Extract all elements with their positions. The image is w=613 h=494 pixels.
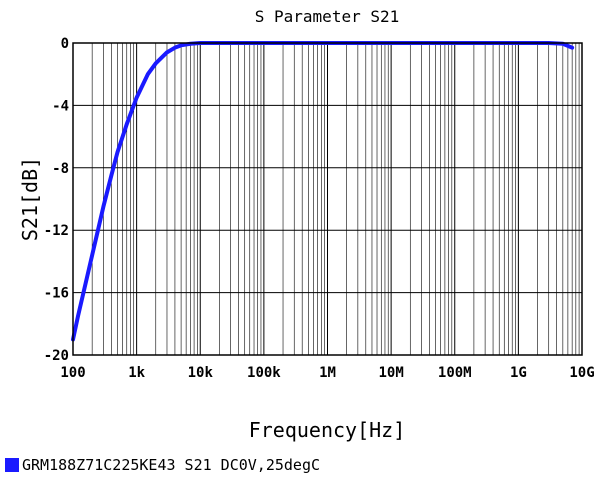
minor-grid [91,43,580,355]
y-tick-label: -4 [52,98,69,114]
x-tick-label: 100k [247,365,281,381]
y-tick-label: -20 [44,348,69,364]
x-tick-labels: 100 1k 10k 100k 1M 10M 100M 1G 10G [60,365,594,381]
y-axis-label: S21[dB] [18,157,42,241]
x-tick-label: 10G [569,365,594,381]
x-axis-label: Frequency[Hz] [249,418,406,442]
x-tick-label: 10M [378,365,403,381]
x-tick-label: 1G [510,365,527,381]
x-tick-label: 1k [128,365,145,381]
y-tick-label: -16 [44,286,69,302]
chart-title: S Parameter S21 [255,7,400,26]
x-tick-label: 100 [60,365,85,381]
legend-label: GRM188Z71C225KE43 S21 DC0V,25degC [22,456,320,474]
legend-swatch [5,458,19,472]
x-tick-label: 1M [319,365,336,381]
y-tick-label: -12 [44,223,69,239]
y-tick-labels: 0 -4 -8 -12 -16 -20 [44,36,69,364]
y-tick-label: -8 [52,161,69,177]
plot-frame [72,42,583,356]
y-tick-label: 0 [61,36,69,52]
x-tick-label: 100M [438,365,472,381]
x-tick-label: 10k [188,365,214,381]
